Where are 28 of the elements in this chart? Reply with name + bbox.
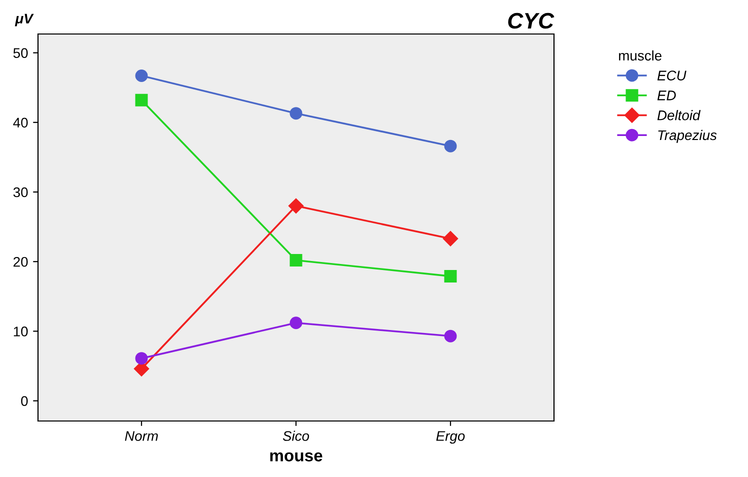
point	[444, 270, 457, 282]
y-tick-label: 0	[21, 396, 28, 406]
y-tick-label: 10	[14, 326, 28, 336]
legend-title: muscle	[619, 50, 662, 61]
y-axis-title: μV	[14, 14, 34, 26]
point	[290, 316, 302, 330]
legend-label: ED	[657, 90, 676, 100]
y-tick-label: 40	[13, 118, 28, 128]
point	[288, 198, 304, 214]
x-tick-label: Norm	[124, 431, 158, 441]
point	[290, 107, 302, 120]
legend-label: Deltoid	[657, 110, 701, 120]
legend-label: Trapezius	[658, 130, 717, 143]
point	[290, 254, 302, 266]
point	[135, 352, 148, 365]
chart-title: CYC	[508, 12, 554, 29]
point	[442, 231, 458, 246]
point	[444, 140, 457, 152]
y-tick-label: 20	[14, 256, 28, 267]
legend-label: ECU	[657, 70, 686, 80]
point	[135, 94, 148, 106]
y-tick-label: 30	[13, 187, 28, 198]
y-tick-label: 50	[13, 48, 28, 58]
point	[135, 70, 148, 82]
point	[444, 330, 457, 342]
x-axis-title: mouse	[270, 452, 322, 462]
x-tick-label: Sico	[282, 430, 310, 441]
x-tick-label: Ergo	[436, 431, 465, 444]
